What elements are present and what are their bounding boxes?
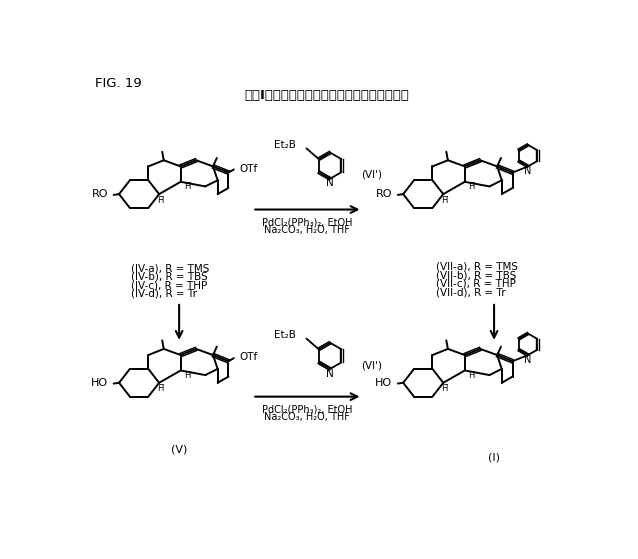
Text: N: N — [326, 178, 334, 188]
Text: 式（I）のアビラテロンの生成の合成スキーム: 式（I）のアビラテロンの生成の合成スキーム — [244, 89, 410, 102]
Text: N: N — [524, 354, 531, 364]
Text: (IV-a), R = TMS: (IV-a), R = TMS — [131, 263, 210, 273]
Text: Et₂B: Et₂B — [274, 140, 295, 150]
Text: OTf: OTf — [239, 164, 258, 174]
Text: (IV-b), R = TBS: (IV-b), R = TBS — [131, 272, 208, 282]
Text: Na₂CO₃, H₂O, THF: Na₂CO₃, H₂O, THF — [264, 225, 350, 235]
Text: Et₂B: Et₂B — [274, 330, 295, 340]
Text: (VI'): (VI') — [361, 170, 382, 180]
Text: N: N — [326, 368, 334, 378]
Text: N: N — [524, 166, 531, 176]
Text: (IV-d), R = Tr: (IV-d), R = Tr — [131, 289, 197, 299]
Text: (VII-c), R = THP: (VII-c), R = THP — [436, 279, 516, 289]
Text: (V): (V) — [171, 444, 188, 454]
Text: OTf: OTf — [239, 352, 258, 362]
Text: H̅: H̅ — [184, 182, 190, 191]
Text: H̅: H̅ — [158, 385, 164, 394]
Text: (I): (I) — [488, 452, 500, 462]
Text: H̅: H̅ — [441, 196, 448, 205]
Text: RO: RO — [92, 189, 108, 199]
Text: FIG. 19: FIG. 19 — [95, 77, 142, 90]
Text: H̅: H̅ — [441, 385, 448, 394]
Text: (VII-b), R = TBS: (VII-b), R = TBS — [436, 271, 516, 281]
Text: H̅: H̅ — [184, 371, 190, 380]
Text: HO: HO — [375, 378, 392, 388]
Text: Na₂CO₃, H₂O, THF: Na₂CO₃, H₂O, THF — [264, 412, 350, 422]
Text: HO: HO — [91, 378, 108, 388]
Text: (IV-c), R = THP: (IV-c), R = THP — [131, 281, 207, 290]
Text: (VI'): (VI') — [361, 360, 382, 370]
Text: H̅: H̅ — [468, 371, 474, 380]
Text: (VII-a), R = TMS: (VII-a), R = TMS — [436, 262, 517, 272]
Text: PdCl₂(PPh₃)₂, EtOH: PdCl₂(PPh₃)₂, EtOH — [262, 217, 352, 227]
Text: RO: RO — [376, 189, 392, 199]
Text: (VII-d), R = Tr: (VII-d), R = Tr — [436, 287, 505, 297]
Text: H̅: H̅ — [468, 182, 474, 191]
Text: PdCl₂(PPh₃)₂, EtOH: PdCl₂(PPh₃)₂, EtOH — [262, 404, 352, 414]
Text: H̅: H̅ — [158, 196, 164, 205]
